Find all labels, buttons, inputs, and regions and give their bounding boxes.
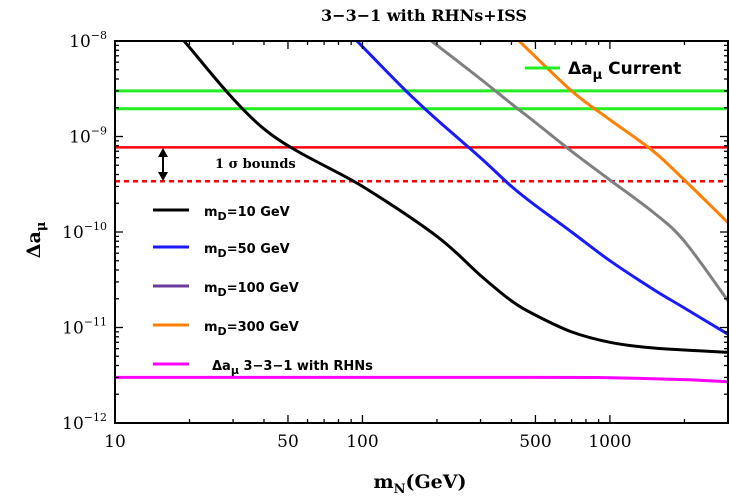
x-tick-label: 10 <box>104 432 126 452</box>
series-md10-line <box>182 41 729 354</box>
chart-title: 3−3−1 with RHNs+ISS <box>321 6 527 25</box>
series-layer <box>115 41 730 384</box>
y-tick-label: 10−10 <box>62 220 107 243</box>
y-tick-label: 10−9 <box>69 125 107 148</box>
bounds-arrow-head-up <box>158 148 168 157</box>
legend-label-md100: mD=100 GeV <box>204 281 299 299</box>
x-tick-label: 1000 <box>588 432 631 452</box>
bounds-arrow-head-down <box>158 172 168 181</box>
x-tick-label: 500 <box>519 432 551 452</box>
ticks-layer: 10 50 100 500 1000 10−12 10−11 10−10 10−9 10−8 <box>62 29 729 452</box>
legend-label-rhn: Δaμ 3−3−1 with RHNs <box>212 359 373 377</box>
legend-label-md50: mD=50 GeV <box>204 242 290 260</box>
y-axis-label: Δaμ <box>23 221 49 258</box>
x-tick-label: 50 <box>277 432 299 452</box>
series-rhn-line <box>115 375 729 384</box>
legend-label-md300: mD=300 GeV <box>204 320 299 338</box>
series-md100-line <box>430 41 730 302</box>
legend-label-md10: mD=10 GeV <box>204 205 290 223</box>
y-tick-label: 10−11 <box>62 316 107 339</box>
plot-frame <box>114 40 729 424</box>
legend: mD=10 GeV mD=50 GeV mD=100 GeV mD=300 Ge… <box>153 205 373 377</box>
y-tick-label: 10−12 <box>62 411 107 434</box>
x-tick-label: 100 <box>346 432 378 452</box>
series-md50-line <box>355 41 729 336</box>
bounds-annotation: 1 σ bounds <box>215 157 296 172</box>
x-axis-label: mN(GeV) <box>373 471 466 497</box>
series-md300-line <box>518 41 730 224</box>
y-tick-label: 10−8 <box>69 29 107 52</box>
legend-current-label: Δaμ Current <box>568 59 681 83</box>
